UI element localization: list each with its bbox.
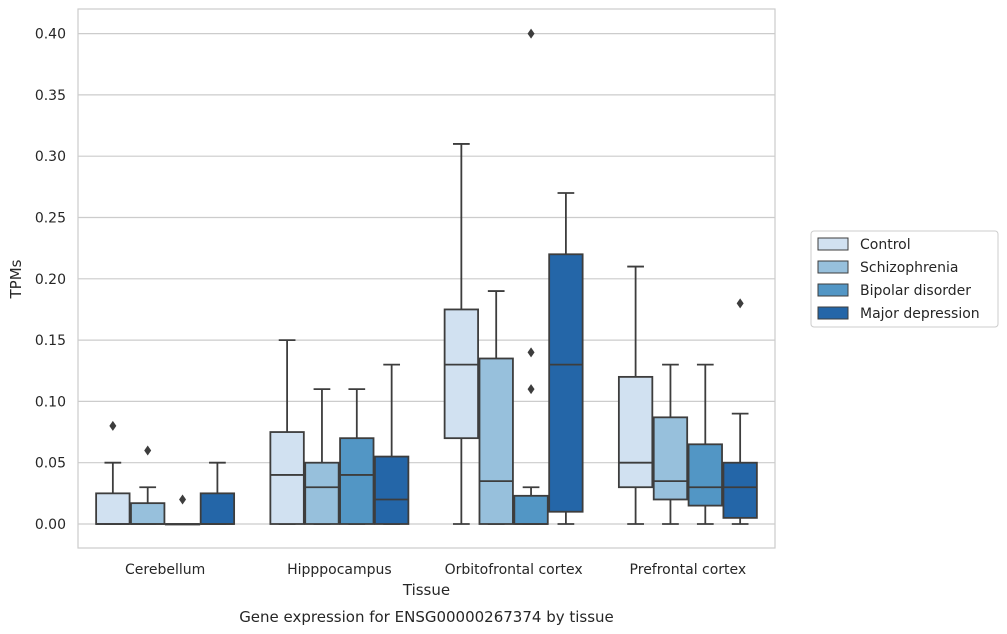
box-body bbox=[722, 461, 758, 519]
outlier-point bbox=[736, 298, 744, 309]
box-body bbox=[304, 461, 340, 525]
box-control bbox=[269, 339, 305, 525]
box-body bbox=[339, 437, 375, 525]
box-body bbox=[130, 502, 166, 525]
y-axis-title: TPMs bbox=[7, 259, 25, 299]
legend: Control Schizophrenia Bipolar disorder Majo… bbox=[810, 230, 999, 328]
outlier-point bbox=[109, 420, 117, 431]
box-body bbox=[95, 492, 131, 525]
box-schizophrenia bbox=[304, 388, 340, 525]
box-schizophrenia bbox=[478, 290, 514, 525]
y-tick-label: 0.05 bbox=[35, 456, 66, 472]
outlier-point bbox=[527, 347, 535, 358]
legend-label: Bipolar disorder bbox=[860, 283, 971, 299]
y-tick-label: 0.10 bbox=[35, 394, 66, 410]
outlier-point bbox=[179, 494, 187, 505]
box-bipolar-disorder bbox=[164, 494, 201, 526]
y-grid bbox=[78, 32, 775, 525]
x-axis-title: Tissue bbox=[402, 581, 450, 599]
y-tick-label: 0.25 bbox=[35, 211, 66, 227]
box-body bbox=[374, 455, 410, 525]
box-bipolar-disorder bbox=[513, 28, 549, 525]
legend-swatch bbox=[817, 306, 849, 320]
box-schizophrenia bbox=[652, 363, 689, 525]
outlier-point bbox=[527, 384, 535, 395]
chart-caption: Gene expression for ENSG00000267374 by t… bbox=[239, 608, 614, 626]
box-body bbox=[199, 492, 236, 525]
box-control bbox=[443, 143, 479, 525]
legend-frame bbox=[810, 230, 999, 328]
box-control bbox=[95, 420, 131, 525]
box-body bbox=[687, 443, 723, 507]
box-bipolar-disorder bbox=[687, 363, 723, 525]
x-tick-labels: Cerebellum Hipppocampus Orbitofrontal cort… bbox=[125, 562, 746, 578]
box-body bbox=[513, 494, 549, 525]
x-tick-label: Orbitofrontal cortex bbox=[445, 562, 583, 578]
x-tick-label: Cerebellum bbox=[125, 562, 205, 578]
outlier-point bbox=[527, 28, 535, 39]
legend-swatch bbox=[817, 283, 849, 297]
box-body bbox=[478, 357, 514, 525]
legend-label: Major depression bbox=[860, 306, 980, 322]
box-marks bbox=[95, 28, 758, 526]
box-control bbox=[617, 265, 654, 525]
legend-label: Schizophrenia bbox=[860, 260, 958, 276]
box-major-depression bbox=[548, 192, 584, 525]
plot-frame bbox=[77, 8, 776, 549]
box-major-depression bbox=[374, 363, 410, 525]
y-tick-label: 0.15 bbox=[35, 333, 66, 349]
box-body bbox=[548, 253, 584, 513]
box-body bbox=[443, 308, 479, 440]
legend-swatch bbox=[817, 237, 849, 251]
box-schizophrenia bbox=[130, 445, 166, 525]
box-body bbox=[617, 375, 654, 489]
box-major-depression bbox=[722, 298, 758, 525]
y-tick-label: 0.20 bbox=[35, 272, 66, 288]
y-tick-label: 0.40 bbox=[35, 27, 66, 43]
y-tick-label: 0.30 bbox=[35, 149, 66, 165]
legend-swatch bbox=[817, 260, 849, 274]
legend-label: Control bbox=[860, 237, 911, 253]
x-tick-label: Prefrontal cortex bbox=[630, 562, 747, 578]
box-body bbox=[269, 431, 305, 525]
x-tick-label: Hipppocampus bbox=[287, 562, 392, 578]
box-bipolar-disorder bbox=[339, 388, 375, 525]
box-body bbox=[652, 416, 689, 501]
y-tick-label: 0.35 bbox=[35, 88, 66, 104]
box-major-depression bbox=[199, 461, 236, 525]
outlier-point bbox=[144, 445, 152, 456]
y-tick-label: 0.00 bbox=[35, 517, 66, 533]
y-tick-labels: 0.00 0.05 0.10 0.15 0.20 0.25 0.30 0.35 0.40 bbox=[35, 27, 66, 533]
